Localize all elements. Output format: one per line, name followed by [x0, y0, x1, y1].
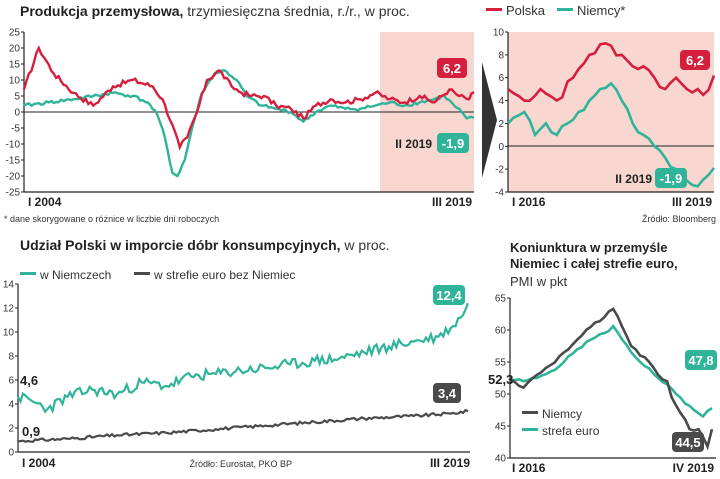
- chart3-legend-strefa-swatch: [522, 428, 538, 431]
- chart3-plot: 65 60 55 50 45 40 52,3 47,8 44,5 Niemcy stref…: [488, 294, 717, 475]
- chart1-polska-badge-text: 6,2: [443, 61, 461, 76]
- chart2-title: Udział Polski w imporcie dóbr konsumpcyj…: [20, 237, 390, 253]
- chart1-niemcy-badge-text: -1,9: [442, 136, 464, 151]
- chart1b-niemcy-badge: [655, 168, 687, 188]
- chart2-tick-label: 10: [3, 328, 15, 339]
- chart2-tick-label: 4: [8, 400, 14, 411]
- chart3-strefa-badge: [685, 350, 717, 370]
- chart1-x-end: III 2019: [432, 195, 472, 209]
- chart1-tick-label: 15: [9, 60, 21, 71]
- chart1b-tick-label: 10: [493, 28, 505, 39]
- chart3-legend-niemcy-swatch: [522, 411, 538, 414]
- chart2-de-start-label: 4,6: [20, 373, 38, 388]
- chart1-tick-label: -10: [6, 140, 21, 151]
- chart2-ez-start-label: 0,9: [22, 424, 40, 439]
- chart3-tick-label: 50: [495, 390, 507, 401]
- chart2-tick-label: 8: [8, 352, 14, 363]
- chart2-plot: 14 12 10 8 6 4 2 0 4,6 0,9 12,4 3,4 I 2004 III …: [3, 280, 470, 471]
- chart3-tick-label: 45: [495, 422, 507, 433]
- chart2-x-end: III 2019: [430, 456, 470, 470]
- chart3-strefa-badge-text: 47,8: [688, 353, 713, 368]
- chart2-de-end-badge-text: 12,4: [436, 288, 462, 303]
- zoom-arrow-icon: [482, 62, 497, 178]
- chart1-footnote: * dane skorygowane o różnice w liczbie d…: [4, 214, 219, 224]
- chart2-de-end-badge: [433, 285, 465, 305]
- chart2-tick-label: 0: [8, 448, 14, 459]
- legend-polska-swatch: [486, 8, 502, 11]
- chart1-tick-label: -15: [6, 156, 21, 167]
- chart1b-niemcy-badge-text: -1,9: [660, 171, 682, 186]
- chart3-start-value: 52,3: [488, 372, 513, 387]
- chart1b-background: [508, 32, 714, 192]
- chart1b-tick-label: 4: [498, 96, 504, 107]
- chart1-title: Produkcja przemysłowa, trzymiesięczna śr…: [20, 3, 410, 19]
- chart1-tick-label: 0: [14, 108, 20, 119]
- chart1-tick-label: 10: [9, 76, 21, 87]
- chart1b-polska-badge-text: 6,2: [686, 53, 704, 68]
- chart1-x-start: I 2004: [28, 195, 62, 209]
- chart1-tick-label: 20: [9, 44, 21, 55]
- chart3-niemcy-badge-text: 44,5: [675, 435, 700, 450]
- chart1-polska-badge: [437, 58, 467, 78]
- chart1-period-label: II 2019: [395, 137, 432, 151]
- chart1-tick-label: -25: [6, 188, 21, 199]
- chart1-tick-label: 25: [9, 28, 21, 39]
- chart3-series-niemcy: [509, 307, 714, 451]
- chart1b-source: Źródło: Bloomberg: [642, 214, 716, 224]
- chart3-series-strefa: [509, 324, 713, 419]
- chart3-x-start: I 2016: [512, 461, 546, 474]
- chart1-plot: 25 20 15 10 5 0 -5 -10 -15 -20 -25 6,2 -1,9 II 201…: [4, 28, 475, 224]
- chart1-niemcy-badge: [437, 133, 469, 153]
- chart2-legend-ez-swatch: [134, 272, 150, 275]
- chart1b-plot: 10 8 6 4 2 0 -2 -4 6,2 -1,9 II 2019 I 2016 III …: [493, 28, 716, 225]
- chart1b-period-label: II 2019: [615, 172, 652, 186]
- chart3-title-line2: Niemiec i całej strefie euro,: [510, 256, 678, 271]
- chart2-ez-end-badge-text: 3,4: [438, 386, 457, 401]
- chart2-legend-de-label: w Niemczech: [39, 268, 111, 282]
- chart1-tick-label: -5: [11, 124, 20, 135]
- chart1b-tick-label: 0: [498, 142, 504, 153]
- chart2-series-de: [17, 302, 470, 415]
- chart2-tick-label: 14: [3, 280, 15, 291]
- chart1b-x-end: III 2019: [672, 195, 712, 209]
- chart1b-tick-label: 2: [498, 119, 504, 130]
- chart3-title-line1: Koniunktura w przemyśle: [510, 240, 667, 255]
- legend-niemcy-swatch: [557, 8, 573, 11]
- chart2-tick-label: 6: [8, 376, 14, 387]
- chart1-series-polska: [22, 45, 475, 151]
- chart2-source: Źródło: Eurostat, PKO BP: [189, 459, 292, 469]
- chart3-legend-niemcy-label: Niemcy: [542, 407, 582, 421]
- chart3-tick-label: 60: [495, 326, 507, 337]
- chart1b-tick-label: -4: [495, 188, 504, 199]
- legend-niemcy-label: Niemcy*: [577, 3, 625, 18]
- chart1-series-niemcy: [23, 69, 475, 178]
- chart2-x-start: I 2004: [22, 456, 56, 470]
- chart2-tick-label: 2: [8, 424, 14, 435]
- chart2-ez-end-badge: [433, 383, 461, 403]
- chart2-series-ez: [18, 408, 469, 444]
- chart1b-polska-badge: [680, 50, 710, 70]
- chart2-legend-ez-label: w strefie euro bez Niemiec: [153, 268, 295, 282]
- chart3-niemcy-badge: [672, 432, 704, 452]
- chart2-legend-de-swatch: [20, 272, 36, 275]
- chart1b-series-polska: [507, 42, 716, 103]
- chart3-legend-strefa-label: strefa euro: [542, 424, 600, 438]
- chart1-tick-label: -20: [6, 172, 21, 183]
- chart3-tick-label: 65: [495, 294, 507, 305]
- chart3-subtitle: PMI w pkt: [510, 274, 567, 289]
- legend-polska-label: Polska: [506, 3, 546, 18]
- chart1-tick-label: 5: [14, 92, 20, 103]
- chart3-tick-label: 55: [495, 358, 507, 369]
- chart1b-tick-label: 6: [498, 73, 504, 84]
- chart2-tick-label: 12: [3, 304, 15, 315]
- chart3-x-end: IV 2019: [673, 461, 715, 474]
- chart1b-tick-label: 8: [498, 50, 504, 61]
- chart1b-tick-label: -2: [495, 165, 504, 176]
- chart1b-x-start: I 2016: [512, 195, 546, 209]
- chart3-tick-label: 40: [495, 454, 507, 465]
